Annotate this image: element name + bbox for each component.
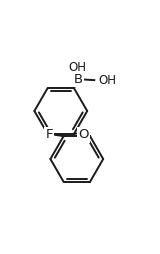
Text: B: B	[73, 73, 83, 86]
Text: F: F	[45, 128, 53, 141]
Text: OH: OH	[68, 61, 86, 74]
Text: OH: OH	[99, 74, 117, 87]
Text: O: O	[78, 129, 89, 141]
